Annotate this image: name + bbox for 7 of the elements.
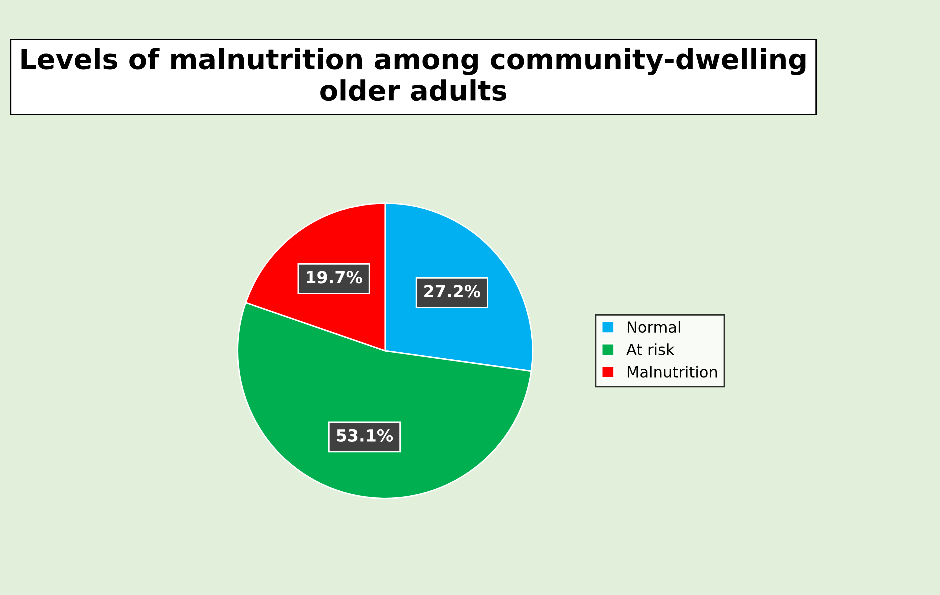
data-label: 19.7%: [307, 271, 362, 284]
data-label: 27.2%: [424, 285, 481, 298]
legend-label: At risk: [626, 344, 675, 356]
data-label: 53.1%: [337, 429, 394, 442]
chart-title: Levels of malnutrition among community-dwelling older adults: [22, 48, 806, 102]
legend-label: Malnutrition: [628, 366, 718, 378]
legend-label: Normal: [628, 321, 680, 334]
